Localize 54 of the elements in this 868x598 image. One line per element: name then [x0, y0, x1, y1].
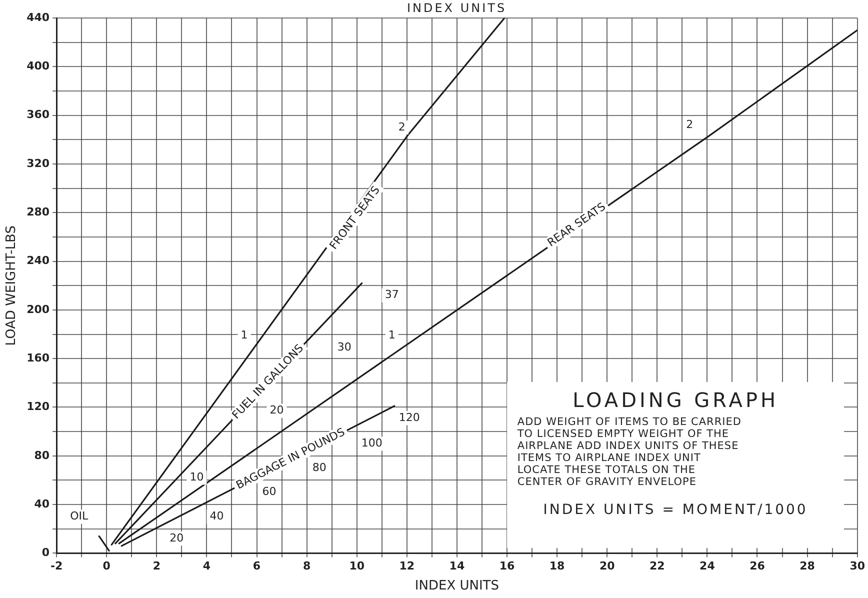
y-tick-label: 160 [26, 351, 50, 364]
annotation: 10 [190, 470, 204, 484]
y-axis-title: LOAD WEIGHT-LBS [4, 226, 20, 346]
x-tick-label: 28 [800, 560, 815, 573]
annotation: ADD WEIGHT OF ITEMS TO BE CARRIED [517, 416, 742, 428]
y-tick-label: 0 [42, 546, 50, 560]
x2-axis-title: INDEX UNITS [406, 1, 507, 15]
annotation: AIRPLANE ADD INDEX UNITS OF THESE [517, 440, 740, 452]
annotation: 37 [384, 288, 399, 302]
y-tick-label: 40 [34, 497, 50, 510]
y-tick-label: 240 [26, 254, 50, 268]
annotation: 40 [210, 510, 224, 523]
annotation: 20 [170, 531, 184, 544]
annotation: INDEX UNITS = MOMENT/1000 [542, 502, 809, 518]
x-tick-label: 8 [302, 560, 311, 573]
annotation: OIL [70, 510, 89, 523]
y-tick-label: 120 [26, 400, 50, 414]
x-tick-label: -2 [50, 560, 63, 573]
chart-title: LOADING GRAPH [572, 388, 779, 412]
annotation: 2 [686, 118, 694, 131]
annotation: TO LICENSED EMPTY WEIGHT OF THE [517, 428, 730, 440]
y-tick-label: 400 [26, 60, 50, 73]
x-tick-label: 12 [399, 560, 415, 573]
annotation: 100 [361, 436, 382, 450]
y-tick-label: 360 [26, 108, 50, 122]
y-tick-label: 200 [26, 302, 50, 316]
x-tick-label: 22 [649, 560, 665, 573]
annotation: CENTER OF GRAVITY ENVELOPE [517, 476, 698, 488]
annotation: 1 [240, 328, 248, 342]
y-tick-label: 280 [26, 205, 50, 218]
x-tick-label: 6 [252, 560, 261, 573]
x-tick-label: 20 [599, 560, 616, 573]
x-tick-label: 14 [449, 560, 465, 573]
annotation: 30 [337, 340, 352, 354]
x-tick-label: 30 [850, 560, 866, 573]
x-tick-label: 16 [499, 560, 515, 573]
y-tick-label: 320 [26, 156, 50, 170]
x-tick-label: 2 [152, 560, 160, 573]
annotation: LOCATE THESE TOTALS ON THE [517, 464, 697, 476]
annotation: 20 [270, 404, 284, 417]
annotation: 1 [388, 328, 396, 342]
x-tick-label: 26 [750, 560, 766, 573]
y-tick-label: 80 [34, 448, 50, 462]
annotation: 80 [312, 460, 326, 474]
x-axis-title: INDEX UNITS [414, 578, 499, 594]
annotation: 120 [398, 411, 420, 424]
annotation: ITEMS TO AIRPLANE INDEX UNIT [517, 452, 702, 464]
x-tick-label: 4 [202, 560, 211, 573]
x-tick-label: 0 [102, 560, 111, 573]
x-tick-label: 18 [549, 560, 565, 573]
x-tick-label: 24 [700, 560, 716, 573]
x-tick-label: 10 [349, 560, 365, 573]
y-tick-label: 440 [26, 10, 50, 24]
annotation: 2 [398, 120, 406, 134]
